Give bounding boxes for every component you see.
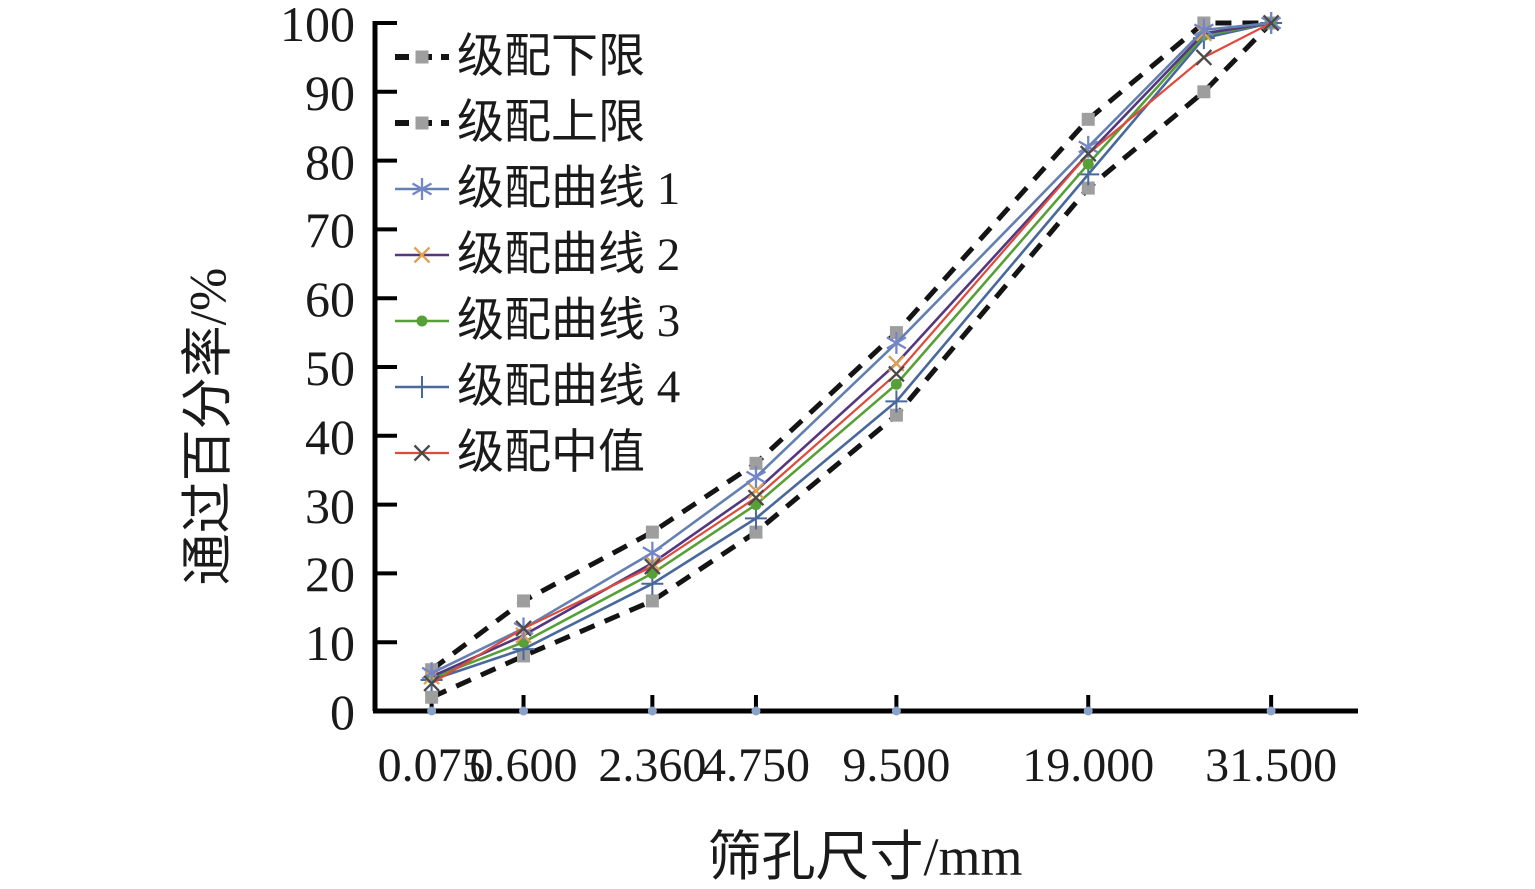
x-tick-label-0.075: 0.075 (377, 739, 486, 792)
legend-label-median: 级配中值 (457, 426, 645, 479)
y-tick-label-100: 100 (280, 0, 355, 52)
y-axis-title: 通过百分率/% (180, 267, 238, 586)
square-marker (517, 594, 531, 608)
square-marker (1081, 112, 1095, 126)
square-marker (749, 456, 763, 470)
legend-item-median: 级配中值 (393, 420, 680, 486)
baseline-dot (1266, 706, 1276, 716)
legend-item-curve-4: 级配曲线 4 (393, 354, 680, 420)
y-tick-label-10: 10 (305, 615, 355, 672)
y-ticks (377, 21, 397, 713)
y-tick-label-80: 80 (305, 133, 355, 190)
legend-item-upper-limit: 级配上限 (393, 90, 680, 156)
dot-marker (890, 378, 902, 390)
legend-item-lower-limit: 级配下限 (393, 24, 680, 90)
legend-marker-curve-1 (395, 178, 449, 200)
baseline-dot (891, 706, 901, 716)
legend-item-curve-1: 级配曲线 1 (393, 156, 680, 222)
series-curve-3-line (431, 21, 1272, 680)
series-curve-1-line (431, 21, 1272, 675)
x-tick-label-19.000: 19.000 (1022, 739, 1155, 792)
x-dark-marker (888, 365, 905, 383)
x-dark-marker (423, 675, 440, 692)
square-marker (645, 525, 659, 539)
plus-marker (885, 390, 908, 413)
legend-label-upper-limit: 级配上限 (457, 96, 645, 149)
square-marker (1081, 181, 1095, 195)
asterisk-marker (642, 541, 663, 564)
dot-marker (1082, 158, 1094, 170)
x-tick-label-2.360: 2.360 (598, 739, 707, 792)
square-marker (749, 525, 763, 539)
y-tick-label-60: 60 (305, 271, 355, 328)
x-tick-label-0.600: 0.600 (469, 739, 578, 792)
x-dark-marker (747, 489, 765, 507)
y-tick-label-20: 20 (305, 546, 355, 603)
y-tick-label-50: 50 (305, 340, 355, 396)
baseline-dot (427, 706, 437, 716)
y-tick-label-90: 90 (305, 64, 355, 121)
legend-label-curve-3: 级配曲线 3 (457, 294, 681, 347)
legend-marker-curve-3 (395, 315, 449, 327)
series-upper-limit-line (430, 20, 1272, 672)
legend-label-curve-4: 级配曲线 4 (457, 360, 681, 413)
x-tick-label-4.750: 4.750 (701, 739, 810, 792)
x-dark-marker (1195, 49, 1213, 66)
square-marker (1197, 85, 1211, 99)
legend: 级配下限级配上限级配曲线 1 级配曲线 2 级配曲线 3 级配曲线 4 级配中值 (393, 24, 680, 486)
x-tick-label-9.500: 9.500 (842, 739, 951, 792)
legend-marker-curve-4 (395, 376, 449, 398)
y-tick-label-30: 30 (305, 477, 355, 534)
legend-item-curve-2: 级配曲线 2 (393, 222, 680, 288)
asterisk-marker (1193, 18, 1214, 41)
legend-label-lower-limit: 级配下限 (457, 30, 645, 83)
asterisk-marker (745, 466, 767, 489)
baseline-dot (647, 706, 657, 716)
y-tick-label-70: 70 (305, 202, 355, 259)
series-median (423, 14, 1280, 692)
y-tick-label-0: 0 (330, 684, 355, 740)
legend-label-curve-2: 级配曲线 2 (457, 228, 681, 281)
plus-marker (744, 507, 767, 530)
x-marker (747, 482, 765, 500)
x-dark-marker (1079, 145, 1097, 163)
square-marker (889, 408, 903, 422)
baseline-dot (751, 706, 761, 716)
x-tick-label-31.500: 31.500 (1205, 739, 1338, 792)
square-marker (645, 594, 659, 608)
legend-item-curve-3: 级配曲线 3 (393, 288, 680, 354)
baseline-dot (519, 706, 529, 716)
series-median-line (431, 22, 1272, 685)
series-curve-4-line (431, 21, 1272, 682)
legend-marker-median (395, 444, 449, 462)
x-axis-title: 筛孔尺寸/mm (707, 827, 1023, 887)
x-dark-marker (515, 620, 532, 637)
legend-marker-curve-2 (395, 246, 449, 264)
baseline-dot (1083, 706, 1093, 716)
legend-label-curve-1: 级配曲线 1 (457, 162, 681, 215)
x-dark-marker (644, 558, 661, 575)
x-dark-marker (1262, 14, 1280, 32)
series-curve-2-line (431, 21, 1272, 678)
legend-marker-upper-limit (395, 116, 449, 130)
asterisk-marker (886, 331, 907, 354)
square-marker (425, 690, 439, 704)
y-tick-label-40: 40 (305, 408, 355, 465)
legend-marker-lower-limit (395, 50, 449, 64)
